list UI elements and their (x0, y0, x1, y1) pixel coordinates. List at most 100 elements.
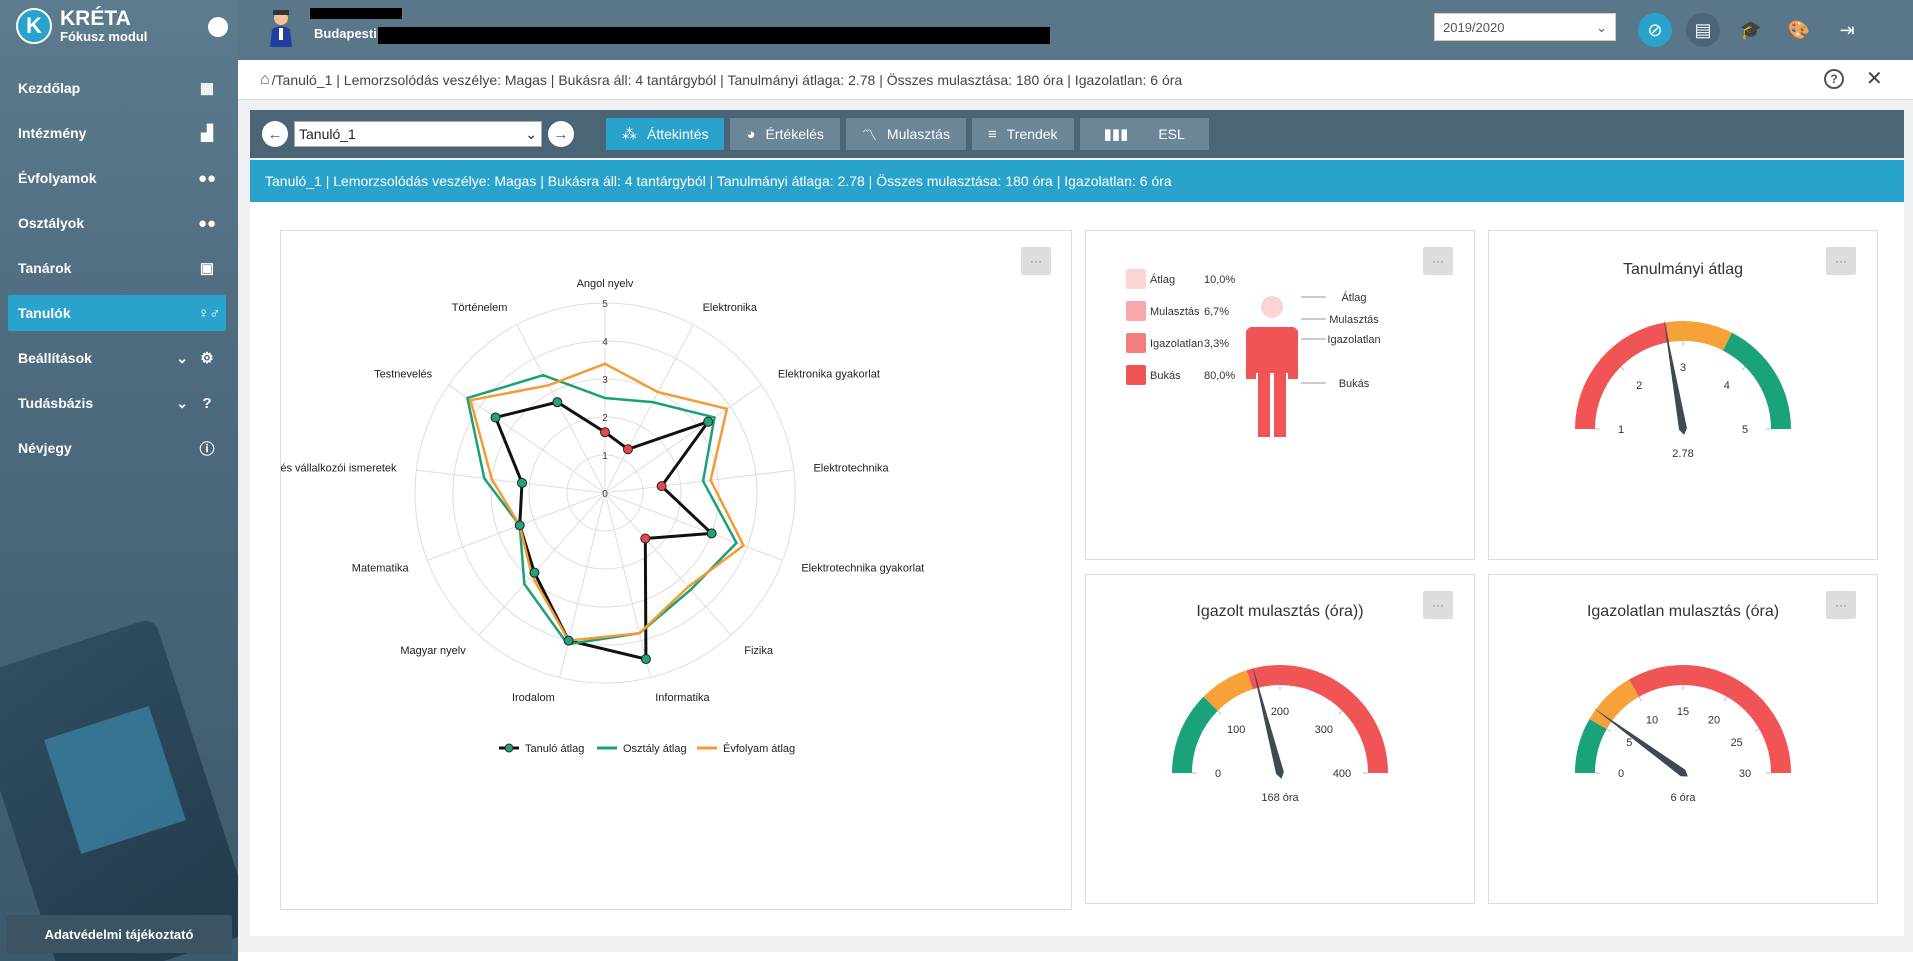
gauge-band (1589, 679, 1639, 729)
graduation-cap-icon[interactable]: 🎓 (1739, 19, 1763, 40)
privacy-button[interactable]: Adatvédelmi tájékoztató (6, 915, 232, 953)
legend-value: 3,3% (1204, 338, 1229, 350)
radar-spoke (604, 492, 732, 636)
gauge-tick-label: 5 (1742, 424, 1748, 436)
prev-student-button[interactable]: ← (262, 121, 288, 147)
sidebar-item-label: Osztályok (18, 215, 85, 231)
legend-label: Osztály átlag (623, 743, 687, 755)
sidebar-item-osztalyok[interactable]: Osztályok ●● (8, 205, 226, 241)
list-icon: ≡ (987, 125, 997, 143)
gauge-tick-label: 20 (1708, 714, 1720, 726)
gauge-needle (1592, 707, 1688, 777)
app-name: KRÉTA (60, 6, 131, 30)
id-card-icon[interactable]: ▤ (1686, 13, 1720, 47)
radar-data-point (529, 567, 540, 578)
next-student-button[interactable]: → (548, 121, 574, 147)
legend-swatch (1126, 333, 1146, 353)
callout-label: Mulasztás (1329, 314, 1379, 326)
sidebar-item-label: Névjegy (18, 440, 72, 456)
radar-spoke (604, 384, 762, 494)
legend-label: Bukás (1150, 370, 1181, 382)
radar-series-line (468, 362, 746, 642)
legend-value: 10,0% (1204, 274, 1235, 286)
student-select[interactable]: Tanuló_1 ⌄ (294, 121, 542, 147)
sidebar-item-nevjegy[interactable]: Névjegy ⓘ (8, 430, 226, 466)
person-head (1261, 296, 1283, 318)
breadcrumb-text: /Tanuló_1 | Lemorzsolódás veszélye: Maga… (271, 71, 1183, 88)
legend-value: 80,0% (1204, 370, 1235, 382)
radar-spoke (604, 492, 651, 678)
chevron-down-icon: ⌄ (176, 394, 188, 411)
sidebar-item-tanulok[interactable]: Tanulók ♀♂ (8, 295, 226, 331)
radar-data-point (490, 412, 501, 423)
radar-data-point (517, 477, 528, 488)
sidebar-item-label: Tanárok (18, 260, 72, 276)
tab-esl[interactable]: ▮▮▮ ESL (1079, 118, 1209, 150)
legend-label: Átlag (1150, 273, 1175, 286)
gauge-tick (1620, 366, 1625, 371)
hide-eye-icon[interactable]: ⊘ (1638, 13, 1672, 47)
radar-data-point (706, 528, 717, 539)
redacted-user-name (310, 8, 402, 19)
redacted-institution-name (378, 27, 1050, 44)
legend-entry: Tanuló átlag (499, 743, 584, 755)
app-subtitle: Fókusz modul (60, 28, 148, 44)
gauge-band (1666, 321, 1733, 351)
gauge-band (1246, 665, 1388, 773)
student-summary-banner: Tanuló_1 | Lemorzsolódás veszélye: Magas… (250, 160, 1904, 202)
sidebar-item-evfolyamok[interactable]: Évfolyamok ●● (8, 160, 226, 196)
gauge-band (1629, 665, 1791, 773)
school-year-select[interactable]: 2019/2020 ⌄ (1434, 13, 1616, 41)
callout-label: Átlag (1341, 291, 1366, 304)
legend-swatch (1126, 269, 1146, 289)
student-toolbar: ← Tanuló_1 ⌄ → ⁂ Áttekintés ◕ Értékelés 〽 Mu… (250, 110, 1904, 158)
logout-icon[interactable]: ⇥ (1839, 19, 1855, 40)
gauge-tick-label: 300 (1315, 724, 1333, 736)
sidebar-item-kezdolap[interactable]: Kezdőlap ▦ (8, 70, 226, 106)
gauge-band (1575, 322, 1670, 429)
more-options-button[interactable]: ··· (1423, 247, 1453, 275)
radar-data-point (514, 520, 525, 531)
radar-category-label: Elektronika (703, 302, 758, 314)
radar-category-label: Irodalom (512, 692, 555, 704)
sidebar: K KRÉTA Fókusz modul Kezdőlap ▦ Intézmény… (0, 0, 238, 961)
bottom-strip (238, 952, 1913, 961)
more-options-button[interactable]: ··· (1826, 591, 1856, 619)
close-icon[interactable]: ✕ (1866, 68, 1883, 90)
radar-data-point (640, 654, 651, 665)
more-options-button[interactable]: ··· (1826, 247, 1856, 275)
group-icon: ●● (198, 169, 217, 187)
legend-label: Igazolatlan (1150, 338, 1203, 350)
palette-icon[interactable]: 🎨 (1787, 19, 1811, 40)
app-logo[interactable]: K KRÉTA Fókusz modul (16, 8, 147, 44)
user-avatar[interactable] (268, 9, 294, 47)
pictogram-chart: Átlag 10,0%Mulasztás 6,7%Igazolatlan 3,3%Bu… (1126, 269, 1381, 437)
tab-attekintes[interactable]: ⁂ Áttekintés (606, 118, 725, 150)
more-options-button[interactable]: ··· (1021, 247, 1051, 275)
gauge-tick (1638, 696, 1642, 702)
gauge-value-label: 168 óra (1261, 792, 1299, 804)
radar-scale-label: 4 (602, 337, 608, 348)
gauge-band (1575, 719, 1607, 773)
help-icon[interactable]: ? (1824, 69, 1844, 89)
sidebar-item-tanarok[interactable]: Tanárok ▣ (8, 250, 226, 286)
sidebar-item-intezmeny[interactable]: Intézmény ▟ (8, 115, 226, 151)
gauge-chart: 0 5 10 15 20 25 30 6 óra (1575, 665, 1791, 804)
sidebar-toggle-icon[interactable] (208, 17, 228, 37)
radar-spoke (604, 492, 783, 561)
gauge-title: Igazolatlan mulasztás (óra) (1586, 603, 1780, 620)
sidebar-item-beallitasok[interactable]: Beállítások ⌄ ⚙ (8, 340, 226, 376)
home-icon[interactable]: ⌂ (260, 70, 270, 88)
tab-trendek[interactable]: ≡ Trendek (971, 118, 1074, 150)
sidebar-item-tudasbazis[interactable]: Tudásbázis ⌄? (8, 385, 226, 421)
tab-mulasztas[interactable]: 〽 Mulasztás (845, 118, 966, 150)
gauge-card-igazolt-mulasztas: Igazolt mulasztás (óra)) ··· 0 100 200 300 4… (1085, 574, 1475, 904)
tab-label: Trendek (1006, 126, 1058, 142)
gauge-band (1172, 696, 1218, 773)
gauge-tick-label: 4 (1724, 380, 1730, 392)
tab-ertekeles[interactable]: ◕ Értékelés (730, 118, 840, 150)
radar-scale-label: 1 (602, 451, 608, 462)
radar-spoke (448, 384, 606, 494)
gauge-value-label: 6 óra (1670, 792, 1696, 804)
more-options-button[interactable]: ··· (1423, 591, 1453, 619)
